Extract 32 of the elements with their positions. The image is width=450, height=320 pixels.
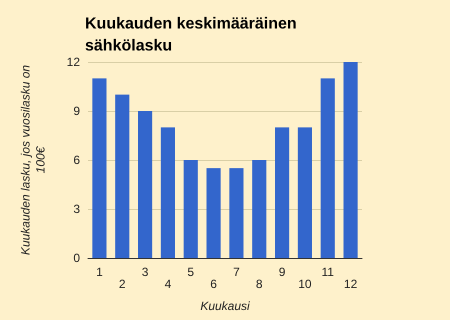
bar [115, 94, 130, 258]
bar [275, 127, 290, 258]
bar [229, 168, 244, 258]
bar [92, 78, 106, 258]
x-tick-label: 2 [118, 277, 126, 291]
x-axis-title: Kuukausi [200, 299, 250, 313]
y-tick-label: 12 [66, 55, 80, 69]
bar [252, 160, 266, 258]
x-tick-label: 9 [278, 265, 286, 279]
y-axis-title: Kuukauden lasku, jos vuosilasku on 100€ [18, 64, 48, 256]
x-tick-label: 1 [96, 265, 104, 279]
y-tick-label: 0 [73, 251, 80, 265]
y-tick-label: 6 [73, 153, 80, 167]
y-tick-label: 3 [73, 202, 80, 216]
bar [320, 78, 335, 258]
x-tick-label: 4 [164, 277, 172, 291]
chart-title: Kuukauden keskimääräinen sähkölasku [85, 16, 302, 54]
x-tick-label: 10 [298, 277, 312, 291]
bar [160, 127, 175, 258]
bar [206, 168, 221, 258]
x-tick-label: 8 [256, 277, 263, 291]
bar [298, 127, 312, 258]
bar [138, 111, 152, 258]
bar [184, 160, 198, 258]
x-tick-label: 11 [322, 265, 334, 279]
x-tick-label: 6 [210, 277, 218, 291]
x-tick-label: 7 [233, 265, 240, 279]
y-tick-label: 9 [73, 104, 80, 118]
x-tick-label: 5 [187, 265, 194, 279]
x-tick-label: 3 [142, 265, 149, 279]
x-tick-label: 12 [344, 277, 358, 291]
bar [344, 62, 358, 258]
